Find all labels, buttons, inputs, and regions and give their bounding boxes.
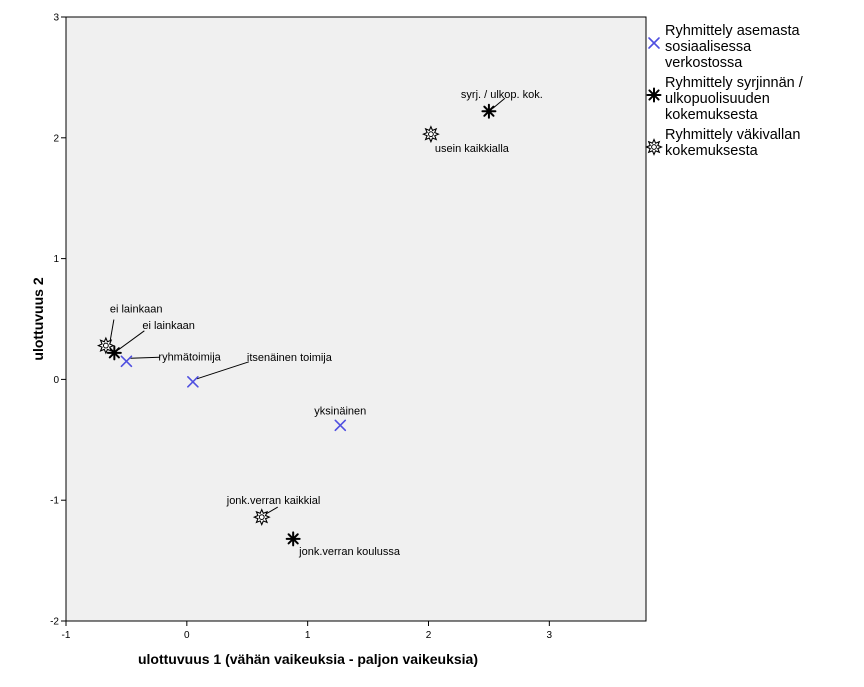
point-label: usein kaikkialla	[435, 143, 510, 155]
data-point	[96, 336, 115, 355]
data-point	[481, 103, 497, 119]
point-label: jonk.verran koulussa	[298, 546, 401, 558]
data-point	[106, 345, 122, 361]
legend-item: Ryhmittely asemastasosiaalisessaverkosto…	[648, 23, 801, 71]
point-label: yksinäinen	[314, 405, 366, 417]
x-axis: -1 0 1 2 3	[62, 621, 553, 641]
legend-label: sosiaalisessa	[665, 39, 752, 55]
legend-label: Ryhmittely väkivallan	[665, 127, 800, 143]
label-connector	[130, 356, 160, 359]
data-point	[334, 419, 347, 432]
y-tick-label: 0	[53, 375, 59, 386]
x-axis-title: ulottuvuus 1 (vähän vaikeuksia - paljon …	[138, 651, 478, 667]
point-label: syrj. / ulkop. kok.	[461, 89, 543, 101]
legend-label: verkostossa	[665, 55, 743, 71]
x-tick-label: 0	[184, 630, 190, 641]
legend-marker	[645, 138, 663, 156]
legend-item: Ryhmittely syrjinnän /ulkopuolisuudenkok…	[646, 75, 804, 123]
y-tick-label: -2	[50, 617, 59, 628]
y-tick-label: 1	[53, 254, 59, 265]
x-tick-label: 2	[426, 630, 432, 641]
y-axis-title: ulottuvuus 2	[30, 277, 46, 360]
point-label: itsenäinen toimija	[247, 352, 333, 364]
data-point	[422, 125, 440, 144]
legend-label: Ryhmittely syrjinnän /	[665, 75, 804, 91]
x-tick-label: 3	[547, 630, 553, 641]
legend-label: kokemuksesta	[665, 143, 759, 159]
x-tick-label: 1	[305, 630, 311, 641]
y-tick-label: 2	[53, 133, 59, 144]
label-connectors	[109, 97, 506, 515]
x-tick-label: -1	[62, 630, 71, 641]
data-point	[187, 376, 199, 388]
point-label: ryhmätoimija	[158, 351, 221, 363]
point-label: jonk.verran kaikkial	[226, 495, 321, 507]
y-tick-label: -1	[50, 496, 59, 507]
plot-background	[65, 16, 647, 622]
data-points	[96, 103, 497, 547]
y-tick-label: 3	[53, 13, 59, 24]
y-axis: -2 -1 0 1 2 3	[50, 13, 66, 628]
legend: Ryhmittely asemastasosiaalisessaverkosto…	[645, 23, 804, 159]
data-point	[285, 531, 301, 547]
label-connector	[196, 361, 250, 380]
label-connector	[265, 506, 279, 515]
point-labels: ryhmätoimija itsenäinen toimija yksinäinen…	[110, 89, 543, 558]
legend-marker	[646, 87, 662, 103]
label-connector	[109, 319, 115, 343]
legend-label: Ryhmittely asemasta	[665, 23, 801, 39]
legend-label: kokemuksesta	[665, 107, 759, 123]
data-point	[120, 355, 133, 368]
data-point	[252, 508, 271, 527]
label-connector	[492, 97, 506, 109]
legend-label: ulkopuolisuuden	[665, 91, 770, 107]
point-label: ei lainkaan	[110, 304, 163, 316]
label-connector	[118, 330, 145, 351]
point-label: ei lainkaan	[142, 320, 195, 332]
legend-marker	[648, 37, 660, 49]
